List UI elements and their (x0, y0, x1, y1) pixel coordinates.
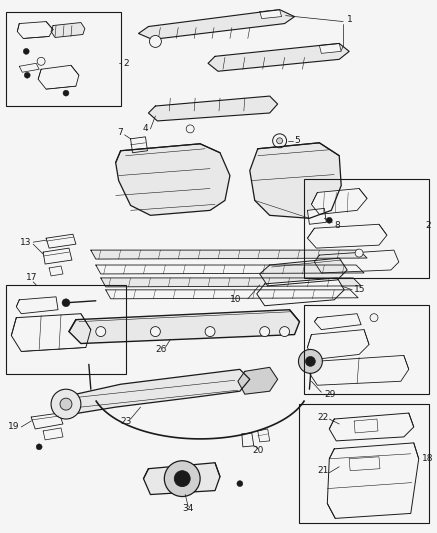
Circle shape (186, 125, 194, 133)
Polygon shape (101, 278, 361, 287)
Polygon shape (312, 189, 367, 214)
Polygon shape (260, 10, 281, 19)
Polygon shape (38, 65, 79, 89)
Polygon shape (349, 457, 380, 471)
Circle shape (36, 444, 42, 450)
Polygon shape (69, 310, 299, 343)
Polygon shape (131, 137, 147, 153)
Polygon shape (149, 96, 277, 121)
Circle shape (273, 134, 287, 148)
Circle shape (23, 49, 29, 54)
Text: 2: 2 (425, 221, 430, 230)
Circle shape (174, 471, 190, 487)
Polygon shape (327, 443, 419, 519)
Text: 29: 29 (324, 390, 336, 399)
Polygon shape (257, 278, 344, 306)
Polygon shape (43, 428, 63, 440)
Text: 10: 10 (230, 295, 241, 304)
Polygon shape (329, 413, 414, 441)
Polygon shape (309, 356, 409, 385)
Polygon shape (139, 10, 295, 39)
Text: 20: 20 (252, 446, 264, 455)
Circle shape (237, 481, 243, 487)
Polygon shape (314, 314, 361, 329)
Circle shape (370, 314, 378, 321)
Bar (7, 285, 125, 374)
Polygon shape (16, 297, 58, 314)
Polygon shape (63, 369, 250, 414)
Text: 18: 18 (422, 454, 434, 463)
Polygon shape (46, 234, 76, 248)
Polygon shape (51, 22, 85, 37)
Bar (299, 404, 429, 523)
Circle shape (37, 58, 45, 65)
Text: 4: 4 (143, 124, 149, 133)
Text: 22: 22 (317, 413, 329, 422)
Text: 17: 17 (26, 273, 38, 282)
Circle shape (205, 327, 215, 336)
Circle shape (280, 327, 290, 336)
Polygon shape (260, 258, 347, 286)
Polygon shape (106, 290, 358, 299)
Polygon shape (242, 433, 254, 447)
Polygon shape (308, 329, 369, 359)
Circle shape (24, 72, 30, 78)
Circle shape (305, 357, 316, 366)
Text: 13: 13 (20, 238, 31, 247)
Circle shape (298, 350, 323, 373)
Polygon shape (238, 367, 277, 394)
Text: 1: 1 (347, 15, 353, 24)
Polygon shape (96, 265, 364, 274)
Text: 8: 8 (334, 221, 340, 230)
Circle shape (277, 138, 283, 144)
Circle shape (355, 249, 363, 257)
Circle shape (60, 398, 72, 410)
Polygon shape (49, 266, 63, 276)
Polygon shape (43, 248, 72, 264)
Polygon shape (354, 419, 378, 433)
Polygon shape (319, 43, 341, 53)
Circle shape (63, 90, 69, 96)
Polygon shape (17, 21, 53, 38)
Polygon shape (91, 250, 367, 259)
Polygon shape (116, 144, 230, 215)
Circle shape (164, 461, 200, 497)
Circle shape (96, 327, 106, 336)
Circle shape (326, 217, 332, 223)
Text: 5: 5 (295, 136, 300, 146)
Text: 19: 19 (8, 423, 19, 432)
Bar (7, 12, 121, 106)
Circle shape (149, 36, 161, 47)
Circle shape (62, 299, 70, 307)
Polygon shape (258, 429, 270, 442)
Polygon shape (31, 413, 63, 429)
Text: 23: 23 (121, 416, 132, 425)
Circle shape (150, 327, 160, 336)
Text: 7: 7 (117, 128, 123, 138)
Bar (305, 305, 429, 394)
Polygon shape (308, 208, 326, 224)
Circle shape (51, 389, 81, 419)
Polygon shape (143, 463, 220, 495)
Text: 26: 26 (156, 345, 167, 354)
Polygon shape (250, 143, 341, 219)
Circle shape (260, 327, 270, 336)
Polygon shape (308, 224, 387, 248)
Polygon shape (208, 43, 349, 71)
Bar (305, 179, 429, 278)
Text: 34: 34 (183, 504, 194, 513)
Text: 2: 2 (124, 59, 129, 68)
Polygon shape (19, 63, 39, 72)
Text: 15: 15 (354, 285, 366, 294)
Polygon shape (314, 250, 399, 273)
Polygon shape (11, 314, 91, 351)
Text: 21: 21 (317, 466, 329, 475)
